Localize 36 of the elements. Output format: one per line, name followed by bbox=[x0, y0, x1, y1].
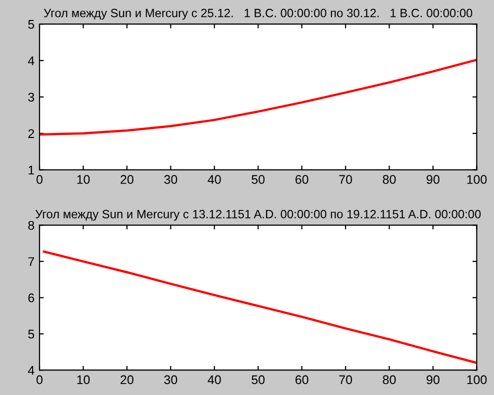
x-tick-label: 80 bbox=[382, 175, 396, 184]
y-tick-label: 3 bbox=[28, 92, 34, 102]
x-tick-label: 100 bbox=[467, 375, 487, 384]
x-tick-label: 70 bbox=[339, 175, 352, 184]
y-tick-label: 5 bbox=[28, 330, 34, 339]
x-tick-label: 60 bbox=[296, 175, 308, 184]
y-tick-label: 6 bbox=[28, 293, 34, 302]
x-tick-label: 30 bbox=[164, 175, 178, 184]
line-series bbox=[42, 250, 477, 364]
x-tick-label: 80 bbox=[382, 375, 396, 384]
line-series bbox=[40, 58, 477, 136]
x-tick-label: 10 bbox=[77, 375, 90, 384]
x-tick-label: 70 bbox=[339, 375, 352, 384]
x-tick-label: 90 bbox=[426, 175, 440, 184]
x-tick-label: 40 bbox=[208, 175, 221, 184]
x-tick-label: 50 bbox=[252, 175, 265, 184]
x-tick-label: 20 bbox=[120, 175, 134, 184]
y-tick-label: 1 bbox=[28, 166, 34, 174]
y-tick-label: 4 bbox=[28, 56, 34, 66]
x-tick-label: 30 bbox=[164, 375, 178, 384]
chart-title: Угол между Sun и Mercury с 13.12.1151 A.D. 00:00:00 по 19.12.1151 A.D. 00:00:00 bbox=[35, 210, 481, 221]
y-tick-label: 2 bbox=[28, 129, 34, 138]
x-tick-label: 20 bbox=[120, 375, 134, 384]
x-tick-label: 0 bbox=[36, 175, 43, 184]
y-tick-label: 8 bbox=[28, 220, 34, 230]
chart-title: Угол между Sun и Mercury с 25.12. 1 B.C. 00:00:00 по 30.12. 1 B.C. 00:00:00 bbox=[44, 8, 472, 20]
x-tick-label: 0 bbox=[36, 375, 43, 384]
y-tick-label: 5 bbox=[28, 20, 34, 29]
x-tick-label: 40 bbox=[208, 375, 221, 384]
y-tick-label: 4 bbox=[28, 366, 34, 375]
x-tick-label: 90 bbox=[426, 375, 440, 384]
x-tick-label: 60 bbox=[296, 375, 308, 384]
x-tick-label: 10 bbox=[77, 175, 90, 184]
x-tick-label: 100 bbox=[467, 175, 487, 184]
x-tick-label: 50 bbox=[252, 375, 265, 384]
y-tick-label: 7 bbox=[28, 257, 34, 266]
